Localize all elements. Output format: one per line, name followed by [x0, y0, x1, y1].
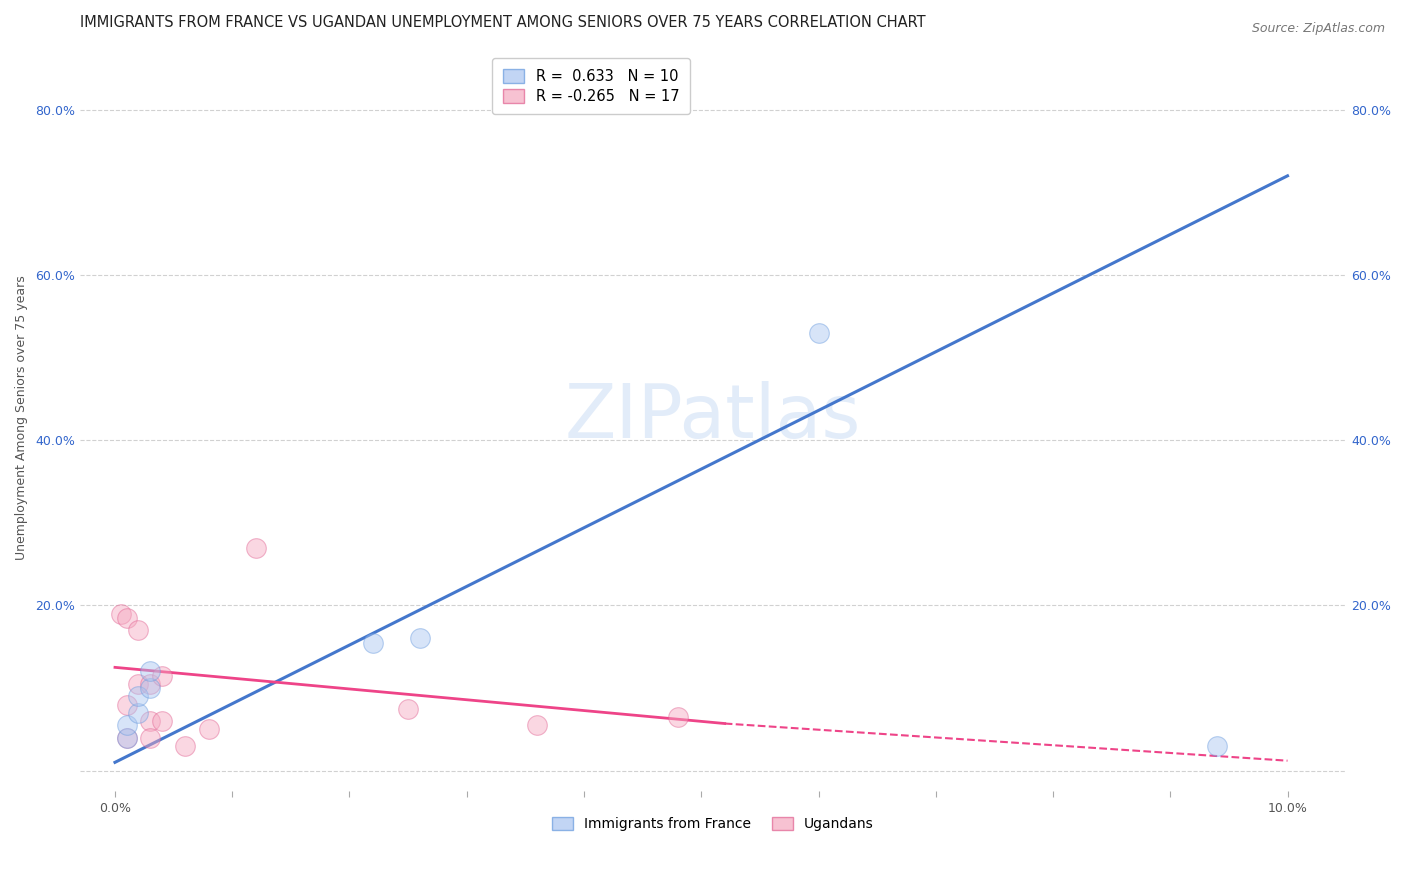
Point — [139, 677, 162, 691]
Point — [409, 632, 432, 646]
Point — [115, 718, 138, 732]
Legend: Immigrants from France, Ugandans: Immigrants from France, Ugandans — [547, 811, 879, 837]
Point — [666, 710, 689, 724]
Point — [110, 607, 132, 621]
Point — [115, 731, 138, 745]
Point — [139, 665, 162, 679]
Point — [361, 635, 384, 649]
Point — [1206, 739, 1229, 753]
Point — [139, 681, 162, 695]
Point — [127, 690, 149, 704]
Point — [174, 739, 197, 753]
Point — [115, 611, 138, 625]
Point — [139, 714, 162, 728]
Point — [115, 698, 138, 712]
Text: IMMIGRANTS FROM FRANCE VS UGANDAN UNEMPLOYMENT AMONG SENIORS OVER 75 YEARS CORRE: IMMIGRANTS FROM FRANCE VS UGANDAN UNEMPL… — [80, 15, 925, 30]
Point — [245, 541, 267, 555]
Point — [526, 718, 548, 732]
Point — [139, 731, 162, 745]
Point — [150, 714, 173, 728]
Point — [127, 677, 149, 691]
Text: ZIPatlas: ZIPatlas — [565, 381, 860, 454]
Point — [807, 326, 830, 340]
Point — [127, 706, 149, 720]
Point — [197, 723, 219, 737]
Point — [396, 701, 419, 715]
Point — [115, 731, 138, 745]
Point — [150, 668, 173, 682]
Text: Source: ZipAtlas.com: Source: ZipAtlas.com — [1251, 22, 1385, 36]
Y-axis label: Unemployment Among Seniors over 75 years: Unemployment Among Seniors over 75 years — [15, 275, 28, 560]
Point — [127, 623, 149, 637]
